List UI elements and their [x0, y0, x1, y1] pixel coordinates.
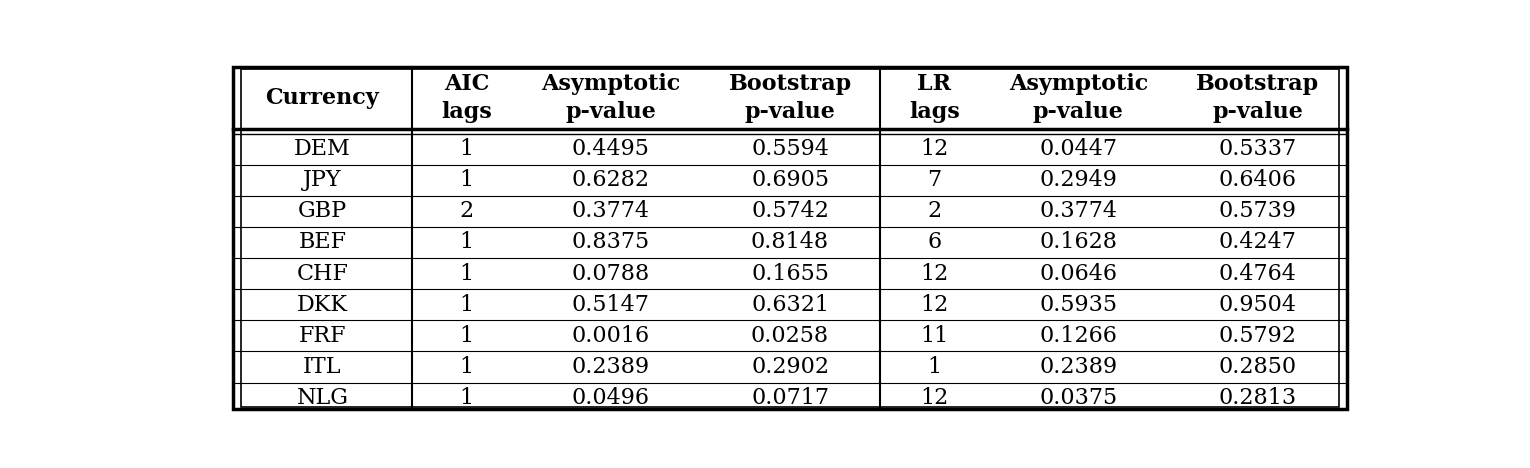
Text: 2: 2	[459, 200, 474, 222]
Text: 0.0447: 0.0447	[1039, 138, 1117, 160]
Text: 0.0788: 0.0788	[572, 263, 650, 285]
Text: FRF: FRF	[298, 325, 346, 347]
Text: 0.6905: 0.6905	[751, 169, 829, 191]
Text: 1: 1	[459, 138, 474, 160]
Text: 0.0016: 0.0016	[572, 325, 650, 347]
Text: 0.6406: 0.6406	[1219, 169, 1297, 191]
Text: AIC
lags: AIC lags	[441, 73, 493, 123]
Text: 0.5739: 0.5739	[1219, 200, 1297, 222]
Text: DEM: DEM	[294, 138, 350, 160]
Text: 0.5337: 0.5337	[1218, 138, 1297, 160]
Text: 0.2389: 0.2389	[572, 356, 650, 378]
Text: 1: 1	[459, 232, 474, 254]
Text: 1: 1	[459, 387, 474, 409]
Text: 0.5742: 0.5742	[751, 200, 829, 222]
Text: 2: 2	[927, 200, 941, 222]
Text: 0.4247: 0.4247	[1219, 232, 1296, 254]
Text: 0.2389: 0.2389	[1039, 356, 1117, 378]
Text: 0.5594: 0.5594	[751, 138, 829, 160]
Text: 0.5935: 0.5935	[1039, 294, 1117, 316]
Text: 11: 11	[920, 325, 949, 347]
Text: 7: 7	[927, 169, 941, 191]
Text: 1: 1	[459, 169, 474, 191]
Text: Asymptotic
p-value: Asymptotic p-value	[542, 73, 681, 123]
Text: 0.5792: 0.5792	[1219, 325, 1296, 347]
Text: Asymptotic
p-value: Asymptotic p-value	[1008, 73, 1148, 123]
Text: BEF: BEF	[298, 232, 346, 254]
Text: 0.9504: 0.9504	[1219, 294, 1297, 316]
Text: 12: 12	[920, 387, 949, 409]
Text: 0.2813: 0.2813	[1218, 387, 1297, 409]
Text: 0.0496: 0.0496	[572, 387, 650, 409]
Text: 0.6282: 0.6282	[572, 169, 650, 191]
Text: Currency: Currency	[266, 87, 379, 109]
Text: 0.2902: 0.2902	[751, 356, 829, 378]
Text: 0.6321: 0.6321	[751, 294, 829, 316]
Text: 0.8375: 0.8375	[572, 232, 650, 254]
Text: 12: 12	[920, 263, 949, 285]
Text: 0.3774: 0.3774	[572, 200, 650, 222]
Text: 0.2850: 0.2850	[1218, 356, 1297, 378]
Text: 12: 12	[920, 138, 949, 160]
Text: 0.2949: 0.2949	[1039, 169, 1117, 191]
Text: 0.0717: 0.0717	[751, 387, 829, 409]
Text: 0.3774: 0.3774	[1039, 200, 1117, 222]
Text: NLG: NLG	[297, 387, 349, 409]
Text: 0.0375: 0.0375	[1039, 387, 1117, 409]
Text: JPY: JPY	[303, 169, 341, 191]
Text: 0.4495: 0.4495	[572, 138, 650, 160]
Text: LR
lags: LR lags	[909, 73, 959, 123]
Text: Bootstrap
p-value: Bootstrap p-value	[728, 73, 852, 123]
Text: 0.0646: 0.0646	[1039, 263, 1117, 285]
Text: 1: 1	[459, 356, 474, 378]
Text: 6: 6	[927, 232, 941, 254]
Text: 0.8148: 0.8148	[751, 232, 829, 254]
Text: 0.4764: 0.4764	[1219, 263, 1296, 285]
Text: 1: 1	[459, 294, 474, 316]
Text: 1: 1	[459, 325, 474, 347]
Text: 1: 1	[459, 263, 474, 285]
Text: 1: 1	[927, 356, 941, 378]
Text: 0.0258: 0.0258	[751, 325, 829, 347]
Text: ITL: ITL	[303, 356, 341, 378]
Text: Bootstrap
p-value: Bootstrap p-value	[1196, 73, 1319, 123]
Text: 12: 12	[920, 294, 949, 316]
Text: CHF: CHF	[297, 263, 349, 285]
Text: 0.1628: 0.1628	[1039, 232, 1117, 254]
Text: 0.1655: 0.1655	[751, 263, 829, 285]
Text: 0.5147: 0.5147	[572, 294, 650, 316]
Text: 0.1266: 0.1266	[1039, 325, 1117, 347]
Text: GBP: GBP	[298, 200, 347, 222]
Text: DKK: DKK	[297, 294, 347, 316]
